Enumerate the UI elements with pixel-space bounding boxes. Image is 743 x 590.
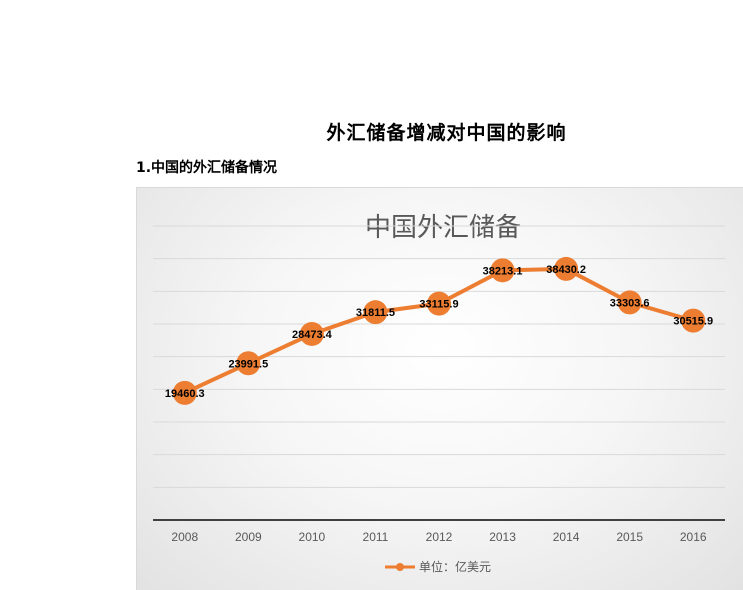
legend: 单位：亿美元 [385,559,491,574]
x-tick-label: 2012 [426,530,453,544]
data-point [363,300,388,325]
data-point [236,351,261,376]
x-tick-label: 2013 [489,530,516,544]
data-point [172,380,197,405]
document-title: 外汇储备增减对中国的影响 [326,122,567,144]
x-tick-label: 2015 [616,530,643,544]
x-tick-label: 2008 [171,530,198,544]
x-axis: 2008 2009 2010 2011 2012 2013 2014 2015 2016 [153,519,725,544]
data-label: 33115.9 [419,299,458,311]
data-label: 23991.5 [228,358,268,370]
data-labels: 19460.3 23991.5 28473.4 31811.5 33115.9 38213… [165,264,713,400]
data-label: 31811.5 [356,307,395,319]
x-tick-label: 2009 [235,530,262,544]
series-line [183,266,694,395]
data-point [617,290,642,315]
data-label: 19460.3 [165,388,205,400]
data-point [681,308,706,333]
x-tick-label: 2014 [553,530,580,544]
data-point [299,321,324,346]
legend-marker-icon [396,563,404,571]
data-label: 28473.4 [292,329,333,341]
data-label: 38213.1 [483,265,523,277]
x-tick-label: 2016 [680,530,707,544]
legend-label: 单位：亿美元 [419,559,491,574]
x-tick-label: 2011 [363,530,389,544]
series-layer [172,256,706,405]
section-heading: 1.中国的外汇储备情况 [136,160,278,176]
line-chart: 中国外汇储备 2008 2009 2010 2011 2012 2013 2014 2015 2… [153,213,725,574]
chart-title: 中国外汇储备 [365,213,521,243]
data-point [554,256,579,281]
data-point [490,258,515,283]
data-point [427,291,451,316]
data-label: 33303.6 [610,297,650,309]
chart-area: 中国外汇储备 2008 2009 2010 2011 2012 2013 2014 2015 2… [136,187,743,590]
data-label: 38430.2 [546,264,586,276]
data-label: 30515.9 [673,316,713,328]
x-tick-label: 2010 [299,530,326,544]
